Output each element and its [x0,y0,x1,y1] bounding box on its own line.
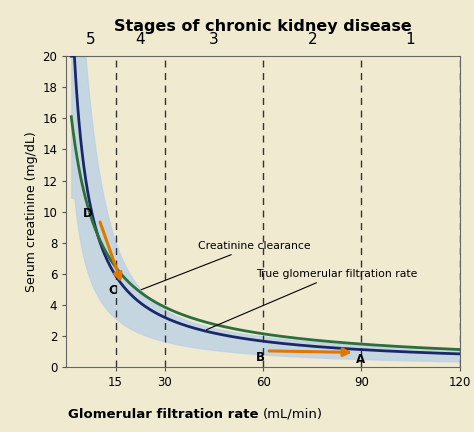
Text: True glomerular filtration rate: True glomerular filtration rate [207,269,418,330]
Text: (mL/min): (mL/min) [263,408,323,421]
Text: 2: 2 [308,32,317,47]
Text: D: D [83,207,92,220]
Text: 1: 1 [406,32,415,47]
Text: C: C [109,284,117,297]
Text: A: A [356,353,365,365]
Text: 4: 4 [135,32,145,47]
Title: Stages of chronic kidney disease: Stages of chronic kidney disease [114,19,412,34]
Text: 3: 3 [209,32,219,47]
Y-axis label: Serum creatinine (mg/dL): Serum creatinine (mg/dL) [25,131,38,292]
Text: 5: 5 [86,32,96,47]
Text: Glomerular filtration rate: Glomerular filtration rate [68,408,263,421]
Text: B: B [255,351,264,364]
Text: Creatinine clearance: Creatinine clearance [141,241,310,290]
